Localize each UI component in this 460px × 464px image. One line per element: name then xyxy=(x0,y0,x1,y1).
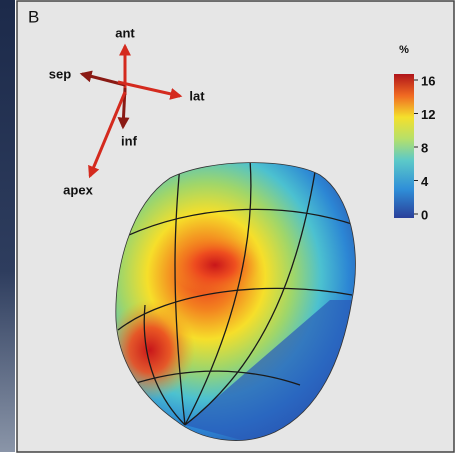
panel-label: B xyxy=(28,7,39,26)
apex-label: apex xyxy=(63,182,93,197)
colorbar-tick-label: 0 xyxy=(421,207,428,222)
colorbar-tick-label: 8 xyxy=(421,140,428,155)
colorbar-tick-label: 16 xyxy=(421,73,435,88)
figure: B ant sep lat inf apex % 0 4 8 12 16 xyxy=(0,0,460,459)
left-strip xyxy=(0,0,15,452)
colorbar-unit: % xyxy=(399,44,409,56)
lat-label: lat xyxy=(189,88,205,103)
ant-label: ant xyxy=(115,25,135,40)
sep-label: sep xyxy=(49,66,71,81)
colorbar xyxy=(394,74,414,218)
colorbar-tick-label: 12 xyxy=(421,107,435,122)
colorbar-tick-label: 4 xyxy=(421,174,429,189)
inf-label: inf xyxy=(121,133,138,148)
